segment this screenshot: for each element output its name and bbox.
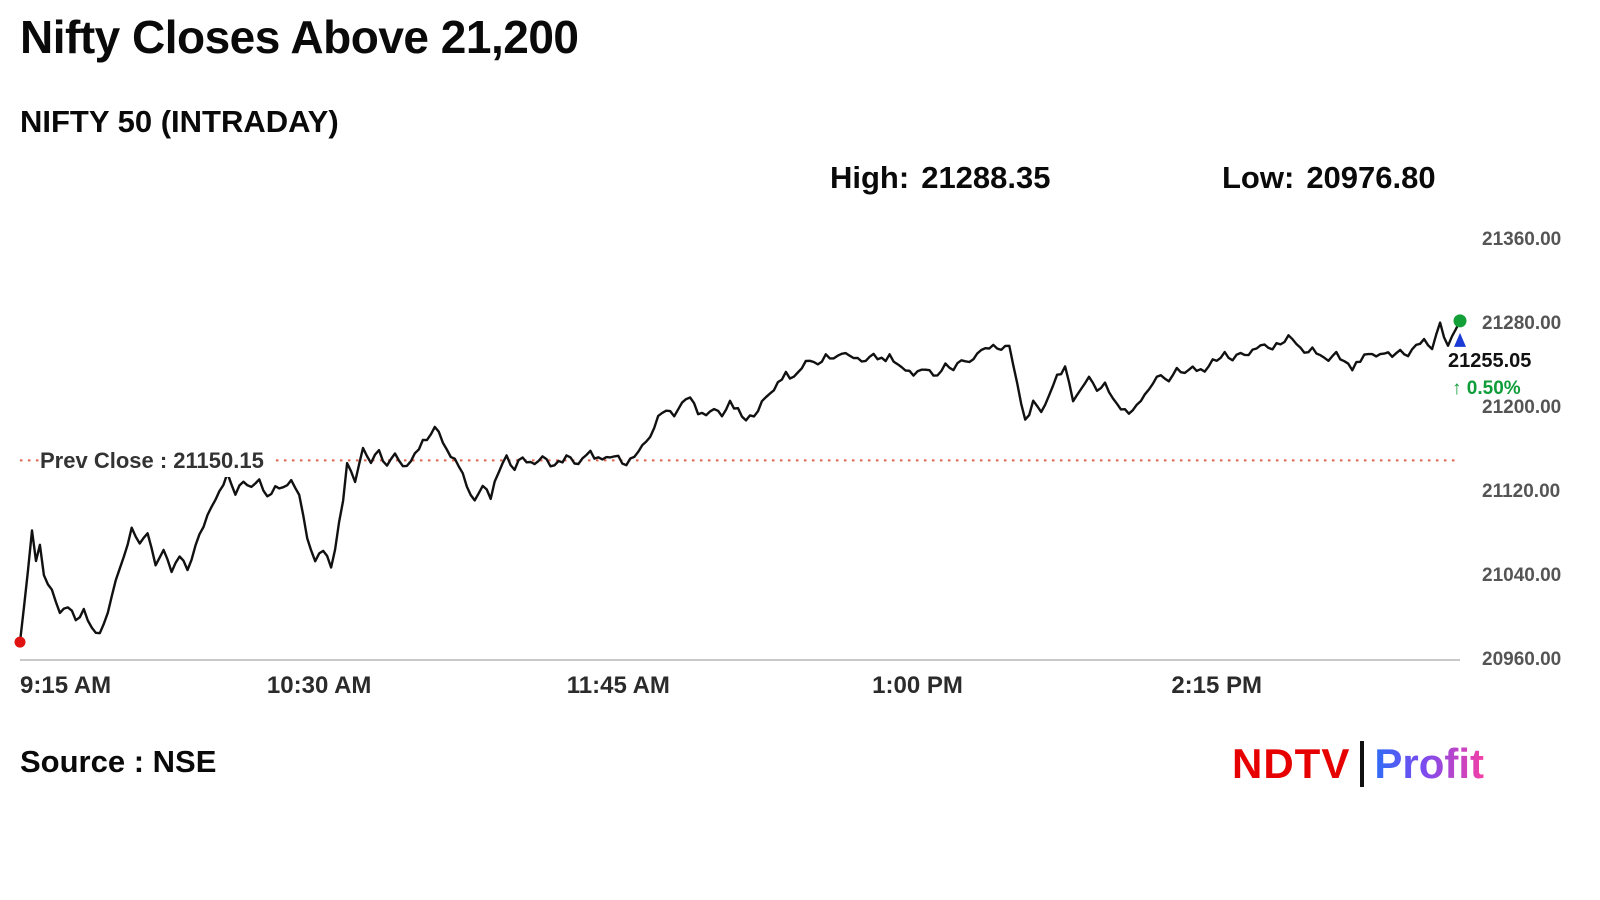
prev-close-label: Prev Close : 21150.15	[40, 445, 274, 478]
x-tick-label: 10:30 AM	[266, 672, 372, 699]
high-value: 21288.35	[921, 160, 1051, 195]
x-tick-label: 9:15 AM	[20, 672, 112, 699]
x-tick-label: 1:00 PM	[872, 672, 963, 699]
profit-logo-text: Profit	[1374, 740, 1484, 787]
x-tick-label: 2:15 PM	[1171, 672, 1263, 699]
high-label: High:	[830, 160, 910, 195]
page-title: Nifty Closes Above 21,200	[20, 11, 579, 63]
y-tick-label: 21120.00	[1482, 481, 1561, 502]
ndtv-logo-text: NDTV	[1232, 740, 1351, 787]
low-value: 20976.80	[1306, 160, 1436, 195]
y-tick-label: 21360.00	[1482, 229, 1562, 250]
logo-divider	[1360, 741, 1365, 787]
y-tick-label: 21280.00	[1482, 313, 1562, 334]
y-tick-label: 21040.00	[1482, 565, 1562, 586]
source-note: Source : NSE	[20, 744, 217, 779]
x-tick-label: 11:45 AM	[566, 672, 670, 699]
low-label: Low:	[1222, 160, 1295, 195]
y-tick-label: 20960.00	[1482, 649, 1562, 670]
low-readout: Low: 20976.80	[1222, 160, 1436, 196]
chart-subtitle: NIFTY 50 (INTRADAY)	[20, 104, 339, 139]
last-price-label: 21255.05	[1448, 350, 1532, 372]
y-tick-label: 21200.00	[1482, 397, 1562, 418]
high-readout: High: 21288.35	[830, 160, 1051, 196]
change-percent-label: ↑ 0.50%	[1452, 378, 1521, 399]
ndtv-profit-logo: NDTV Profit	[1232, 740, 1484, 788]
